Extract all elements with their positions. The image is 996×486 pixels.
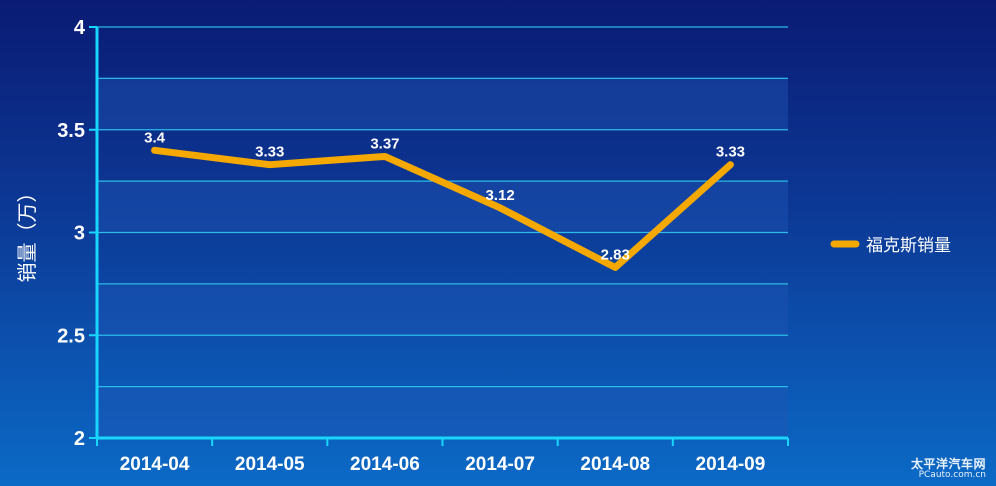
data-label: 3.37 <box>370 135 399 152</box>
series <box>151 146 734 271</box>
data-point <box>153 148 157 152</box>
x-tick-label: 2014-08 <box>580 454 650 475</box>
plot-band <box>97 78 788 130</box>
x-tick-label: 2014-06 <box>350 454 420 475</box>
data-label: 3.33 <box>255 144 284 161</box>
x-tick-label: 2014-07 <box>465 454 535 475</box>
data-point <box>383 154 387 158</box>
x-axis-ticks: 2014-04 2014-05 2014-06 2014-07 2014-08 2014-… <box>96 438 789 475</box>
site-watermark: 太平洋汽车网 PCauto.com.cn <box>911 458 986 480</box>
data-label: 3.33 <box>716 144 745 161</box>
plot-band <box>97 386 788 438</box>
y-axis-ticks: 2 2.5 3 3.5 4 <box>57 17 97 450</box>
series-line <box>151 146 734 271</box>
legend-entry-label: 福克斯销量 <box>866 236 951 256</box>
legend: 福克斯销量 <box>830 236 951 256</box>
y-tick-label: 2.5 <box>57 325 85 347</box>
plot-band <box>97 283 788 336</box>
data-label: 2.83 <box>601 246 630 263</box>
watermark-url: PCauto.com.cn <box>918 469 986 480</box>
gridlines <box>97 26 788 388</box>
plot-bands <box>97 78 788 438</box>
watermark-logo-text: 太平洋汽车网 <box>910 456 986 471</box>
y-tick-label: 2 <box>74 428 85 450</box>
y-axis-title: 销量（万） <box>15 183 39 283</box>
data-point <box>498 206 502 210</box>
data-point <box>613 265 617 269</box>
x-tick-label: 2014-09 <box>696 454 766 475</box>
data-point <box>268 163 272 167</box>
plot-band <box>97 181 788 233</box>
data-labels: 3.4 3.33 3.37 3.12 2.83 3.33 <box>144 129 745 263</box>
data-label: 3.12 <box>485 187 514 204</box>
y-tick-label: 3.5 <box>57 120 85 142</box>
data-point <box>728 163 732 167</box>
x-tick-label: 2014-05 <box>235 454 305 475</box>
y-tick-label: 4 <box>74 17 86 39</box>
y-tick-label: 3 <box>74 223 85 245</box>
data-label: 3.4 <box>144 129 166 146</box>
x-tick-label: 2014-04 <box>120 454 190 475</box>
